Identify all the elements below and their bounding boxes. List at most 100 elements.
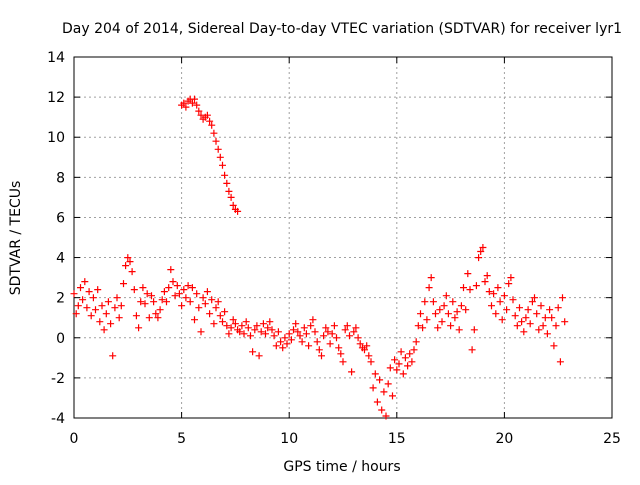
data-point <box>285 330 293 338</box>
x-tick-label: 20 <box>495 431 513 447</box>
data-point <box>104 298 112 306</box>
data-point <box>311 328 319 336</box>
data-point <box>550 342 558 350</box>
data-point <box>262 330 269 338</box>
data-point <box>496 298 504 306</box>
data-point <box>122 262 130 270</box>
data-point <box>488 302 495 310</box>
data-point-high-segment <box>214 145 222 153</box>
data-point-high-segment <box>195 107 203 115</box>
data-point-high-segment <box>197 111 205 119</box>
y-tick-label: 14 <box>47 50 65 66</box>
data-point <box>120 280 127 288</box>
data-point <box>335 344 343 352</box>
data-point <box>421 298 429 306</box>
data-point <box>274 328 282 336</box>
data-point <box>70 290 78 298</box>
data-point <box>380 388 388 396</box>
data-point <box>283 340 291 348</box>
data-point <box>322 324 330 332</box>
data-point <box>115 314 123 322</box>
data-point <box>554 304 562 312</box>
data-point <box>163 298 170 306</box>
data-point <box>361 346 368 354</box>
data-point <box>92 306 99 314</box>
data-point <box>442 292 450 300</box>
data-point <box>253 322 261 330</box>
data-point <box>419 324 427 332</box>
data-point <box>460 284 467 292</box>
data-point <box>490 290 498 298</box>
data-point <box>449 298 457 306</box>
data-point <box>300 324 308 332</box>
data-point-high-segment <box>203 111 211 119</box>
data-point <box>367 358 375 366</box>
data-point-high-segment <box>208 121 216 129</box>
data-point <box>410 346 418 354</box>
data-point <box>391 356 399 364</box>
data-point <box>145 314 153 322</box>
x-tick-label: 10 <box>280 431 298 447</box>
data-point <box>221 308 229 316</box>
data-point <box>539 322 547 330</box>
y-axis-label: SDTVAR / TECUs <box>8 181 24 296</box>
data-point <box>188 284 196 292</box>
data-point <box>214 298 222 306</box>
data-point <box>378 406 386 414</box>
data-point <box>412 338 420 346</box>
data-point <box>227 324 235 332</box>
data-point <box>240 330 248 338</box>
data-point <box>197 328 205 336</box>
data-point <box>346 332 353 340</box>
data-point <box>363 342 371 350</box>
data-point <box>270 332 278 340</box>
data-point <box>167 266 175 274</box>
data-point <box>397 348 405 356</box>
data-point <box>333 334 340 342</box>
data-point <box>141 300 149 308</box>
y-tick-label: -2 <box>51 371 65 387</box>
y-tick-label: 2 <box>56 291 65 307</box>
data-point <box>219 318 226 326</box>
data-point <box>210 320 218 328</box>
y-tick-label: 12 <box>47 90 65 106</box>
chart-title: Day 204 of 2014, Sidereal Day-to-day VTE… <box>62 21 622 37</box>
data-point <box>223 322 231 330</box>
data-point <box>259 320 267 328</box>
data-point-high-segment <box>188 99 196 107</box>
data-point <box>526 320 534 328</box>
data-point <box>294 328 302 336</box>
data-point <box>561 318 569 326</box>
data-point <box>462 306 470 314</box>
data-point-high-segment <box>182 103 190 111</box>
data-point <box>165 284 173 292</box>
data-point <box>436 306 444 314</box>
data-point <box>470 326 478 334</box>
data-point <box>281 334 289 342</box>
data-point-high-segment <box>210 129 218 137</box>
data-point <box>72 310 80 318</box>
data-point <box>81 278 89 286</box>
data-point <box>208 296 216 304</box>
data-point <box>216 312 224 320</box>
data-point <box>513 322 521 330</box>
data-point <box>440 302 448 310</box>
data-point <box>341 326 349 334</box>
data-point <box>447 322 455 330</box>
data-point <box>548 314 556 322</box>
data-point <box>212 304 220 312</box>
data-point <box>128 268 136 276</box>
data-point <box>543 330 551 338</box>
data-point <box>337 350 345 358</box>
data-point <box>330 322 338 330</box>
data-point <box>309 316 317 324</box>
data-point <box>434 324 442 332</box>
data-point <box>302 330 310 338</box>
data-point <box>184 282 192 290</box>
data-point-high-segment <box>221 171 229 179</box>
data-point <box>255 352 263 360</box>
data-point <box>352 324 360 332</box>
data-point <box>535 326 543 334</box>
data-point <box>130 286 138 294</box>
